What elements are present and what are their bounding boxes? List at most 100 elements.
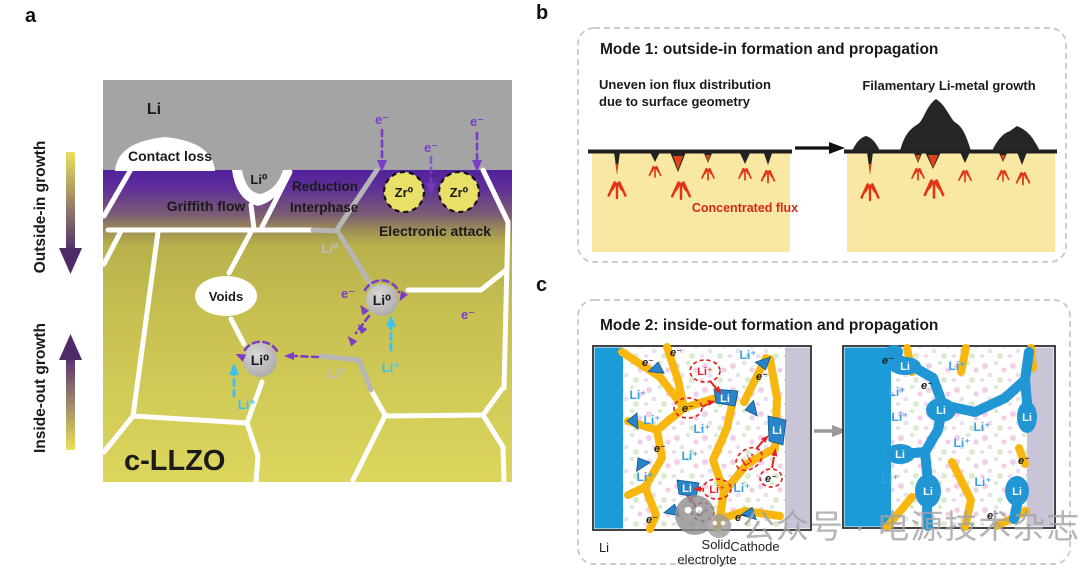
electron-annotation: e⁻ (765, 473, 777, 485)
electron-label: e⁻ (670, 347, 682, 359)
li-nuclei (626, 356, 787, 521)
li-ion-label: Li⁺ (740, 348, 757, 362)
li-deposit-label: Li (923, 486, 933, 498)
li-ion-label: Li⁺ (892, 410, 909, 424)
interface-dip (232, 170, 291, 206)
uneven-flux-caption-2: due to surface geometry (599, 94, 751, 109)
li-ion-annotation: Li⁺ (709, 484, 725, 496)
li-filament-segments (310, 167, 380, 393)
voids-label: Voids (209, 289, 243, 304)
contact-loss-void (115, 137, 215, 171)
voids-shape (195, 276, 257, 316)
li-ion-label: Li⁺ (694, 422, 711, 436)
li-ion-label: Li⁺ (630, 388, 647, 402)
cell-after: Li Li Li Li Li Li Li⁺ Li⁺ Li⁺ Li⁺ Li⁺ Li… (842, 344, 1056, 531)
panel-b-mode1: Mode 1: outside-in formation and propaga… (577, 27, 1067, 263)
li-ion-label: Li⁺ (882, 472, 899, 486)
reduction-interphase-label-1: Reduction (292, 179, 358, 194)
electron-label: e⁻ (646, 514, 658, 526)
surface-cracks (867, 152, 1027, 175)
electron-label: e⁻ (1018, 455, 1030, 467)
surface-cracks (614, 152, 773, 175)
transition-arrow (795, 142, 845, 154)
li-ion-label: Li⁺ (644, 413, 661, 427)
li-dendrite-network (885, 345, 1037, 531)
electron-label: e⁻ (921, 380, 933, 392)
inside-out-growth-arrow (59, 334, 82, 450)
li0-filament-label: Li⁰ (327, 366, 345, 381)
panel-a-schematic: Outside-in growth Inside-out growth (32, 80, 512, 482)
electron-label: e⁻ (424, 140, 438, 155)
inside-out-growth-label: Inside-out growth (32, 323, 49, 453)
li-ion-label: Li⁺ (382, 360, 400, 375)
watermark: 公众号 · 电源技术杂志 (675, 495, 1080, 545)
reduction-interphase-label-2: Interphase (290, 200, 359, 215)
li-ion-label: Li⁺ (949, 359, 966, 373)
li-deposit-label: Li (1012, 486, 1022, 498)
wechat-icon (675, 495, 731, 538)
electrolyte-block-after (844, 99, 1057, 252)
zr-particles (382, 170, 481, 214)
li-deposit-label: Li (682, 483, 692, 495)
panel-c-border (577, 299, 1071, 565)
li-ion-label: Li⁺ (975, 475, 992, 489)
li-deposit-label: Li (895, 449, 905, 461)
electron-label: e⁻ (987, 510, 999, 522)
li-metal-mounds (852, 99, 1040, 151)
electron-label: e⁻ (642, 357, 654, 369)
electron-label: e⁻ (470, 114, 484, 129)
li-deposit (713, 388, 739, 407)
contact-loss-label: Contact loss (128, 148, 212, 164)
material-label: c-LLZO (124, 445, 226, 477)
li-ion-annotation: Li⁺ (697, 366, 713, 378)
electron-label: e⁻ (735, 512, 747, 524)
transition-arrow (814, 425, 848, 437)
electrolyte-caption-1: Solid (702, 537, 731, 552)
li-particle-1 (347, 279, 408, 347)
li-deposit-label: Li (936, 405, 946, 417)
li-ion-label: Li⁺ (734, 481, 751, 495)
li-deposit-label: Li (772, 425, 782, 437)
li-ion-label: Li⁺ (954, 436, 971, 450)
electron-label: e⁻ (461, 307, 475, 322)
watermark-text: 公众号 · 电源技术杂志 (742, 508, 1080, 545)
electrolyte-block-before: Concentrated flux (588, 149, 798, 252)
electron-attack-arrows (377, 128, 482, 195)
filamentary-growth-caption: Filamentary Li-metal growth (862, 78, 1035, 93)
cathode-strip (1027, 347, 1054, 527)
electron-label: e⁻ (341, 286, 355, 301)
li-ion-label: Li⁺ (889, 385, 906, 399)
li-ion-arrows (229, 315, 396, 398)
li-deposit-label: Li (720, 393, 730, 405)
panel-c-tag: c (536, 274, 548, 296)
li0-particle-label: Li⁰ (373, 292, 392, 308)
li-ion-label: Li⁺ (238, 397, 256, 412)
concentrated-flux-label: Concentrated flux (692, 201, 798, 215)
ion-labels: Li⁺ Li⁺ Li⁺ Li⁺ Li⁺ Li⁺ Li⁺ e⁻ e⁻ e⁻ e⁻ (882, 355, 1031, 522)
panel-b-tag: b (536, 2, 549, 24)
ion-labels: Li⁺ Li⁺ Li⁺ Li⁺ Li⁺ Li⁺ Li⁺ e⁻ e⁻ e⁻ e⁻ … (630, 347, 769, 526)
zr0-label-2: Zr⁰ (450, 185, 469, 200)
zr0-label-1: Zr⁰ (395, 185, 414, 200)
li-anode-strip (844, 347, 892, 527)
li0-filament-label: Li⁰ (321, 241, 339, 256)
outside-in-growth-label: Outside-in growth (32, 141, 49, 274)
li-deposit (767, 415, 787, 446)
li-electrode-label: Li (147, 101, 161, 118)
li0-particle-label: Li⁰ (251, 352, 270, 368)
cathode-caption: Cathode (730, 539, 779, 554)
anode-caption: Li (599, 540, 609, 555)
li-anode-strip (594, 347, 624, 529)
li-ion-label: Li⁺ (682, 449, 699, 463)
li-deposit-label: Li (900, 361, 910, 373)
mode1-title: Mode 1: outside-in formation and propaga… (600, 41, 938, 58)
mode2-title: Mode 2: inside-out formation and propaga… (600, 317, 938, 334)
li-ion-label: Li⁺ (637, 470, 654, 484)
electron-label: e⁻ (375, 112, 389, 127)
cathode-strip (785, 347, 810, 529)
electron-label: e⁻ (882, 355, 894, 367)
electron-label: e⁻ (654, 443, 666, 455)
li-deposit-label: Li (1022, 412, 1032, 424)
uneven-flux-caption-1: Uneven ion flux distribution (599, 77, 771, 92)
